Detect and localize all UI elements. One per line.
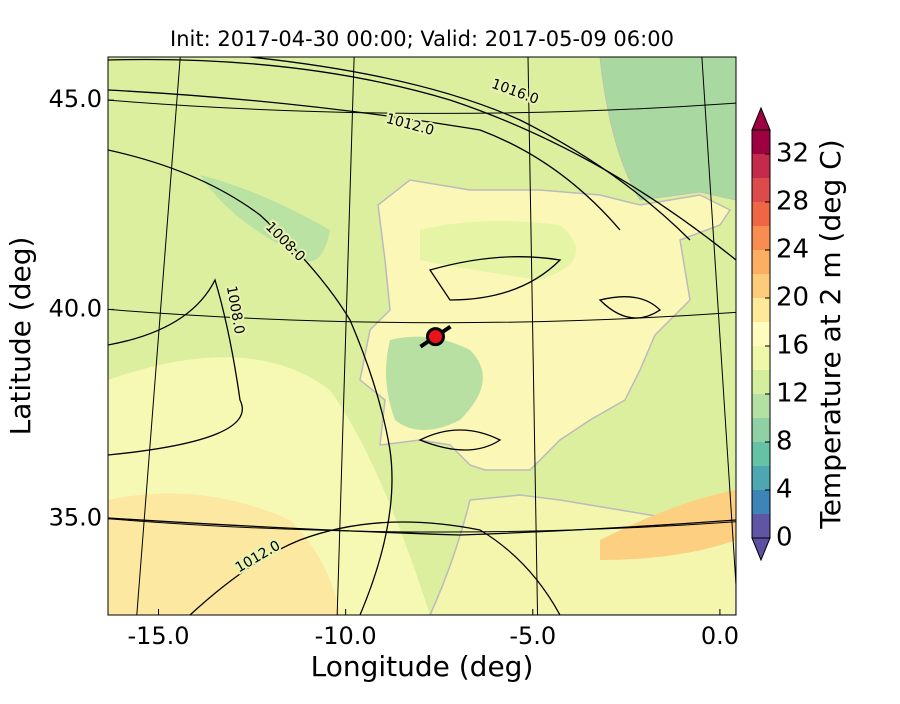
- isobar: [418, 256, 662, 451]
- colorbar: 0 4 8 12 16 20 24 28 32: [751, 106, 809, 562]
- colorbar-band: [752, 466, 770, 490]
- y-tick-label: 35.0: [49, 504, 102, 532]
- cool-land: [386, 336, 483, 430]
- colorbar-band: [752, 226, 770, 250]
- isobar: [108, 517, 736, 536]
- y-axis-label: Latitude (deg): [4, 237, 37, 436]
- colorbar-band: [752, 274, 770, 298]
- parallel: [108, 99, 736, 114]
- colorbar-tick-label: 0: [776, 523, 793, 553]
- parallel: [108, 308, 736, 324]
- colorbar-extend-low: [751, 537, 771, 562]
- isobar: [108, 149, 393, 615]
- x-axis-label: Longitude (deg): [311, 650, 534, 683]
- graticule: [108, 57, 736, 615]
- y-tick-label: 45.0: [49, 85, 102, 113]
- axes: -15.0 -10.0 -5.0 0.0 35.0 40.0 45.0: [49, 85, 739, 650]
- colorbar-band: [752, 370, 770, 394]
- meridian: [336, 57, 355, 615]
- colorbar-tick-label: 32: [776, 139, 809, 169]
- plot-frame: [107, 56, 737, 616]
- colorbar-band: [752, 514, 770, 538]
- meridian: [527, 57, 539, 615]
- isobars: [108, 57, 736, 615]
- colorbar-band: [752, 394, 770, 418]
- colorbar-tick-label: 28: [776, 187, 809, 217]
- isobar: [249, 57, 691, 241]
- colorbar-band: [752, 322, 770, 346]
- colorbar-band: [752, 418, 770, 442]
- x-tick-label: 0.0: [701, 622, 739, 650]
- colorbar-band: [752, 154, 770, 178]
- colorbar-band: [752, 250, 770, 274]
- colorbar-band: [752, 490, 770, 514]
- colorbar-band: [752, 442, 770, 466]
- cool-land: [420, 221, 576, 280]
- x-tick-label: -5.0: [509, 622, 556, 650]
- colorbar-band: [752, 346, 770, 370]
- isobar: [108, 58, 736, 261]
- x-tick-label: -15.0: [127, 622, 189, 650]
- x-tick-label: -10.0: [315, 622, 377, 650]
- colorbar-tick-label: 4: [776, 475, 793, 505]
- isobar: [189, 521, 561, 615]
- france: [599, 57, 736, 201]
- colorbar-tick-label: 8: [776, 427, 793, 457]
- colorbar-tick-label: 12: [776, 379, 809, 409]
- colorbar-extend-high: [751, 106, 771, 131]
- station-marker: [419, 324, 452, 349]
- colorbar-tick-label: 24: [776, 235, 809, 265]
- parallel: [108, 518, 736, 533]
- isobar: [108, 89, 621, 231]
- colorbar-label: Temperature at 2 m (deg C): [814, 139, 847, 529]
- station-point: [425, 327, 445, 347]
- colorbar-band: [752, 202, 770, 226]
- meridian: [136, 57, 181, 615]
- colorbar-band: [752, 298, 770, 322]
- colorbar-band: [752, 130, 770, 154]
- isobar: [108, 278, 243, 456]
- colorbar-tick-label: 20: [776, 283, 809, 313]
- colorbar-tick-label: 16: [776, 331, 809, 361]
- map-title: Init: 2017-04-30 00:00; Valid: 2017-05-0…: [170, 27, 674, 51]
- colorbar-frame: [751, 129, 771, 539]
- colorbar-band: [752, 178, 770, 202]
- warm-sea: [108, 493, 340, 615]
- y-tick-label: 40.0: [49, 294, 102, 322]
